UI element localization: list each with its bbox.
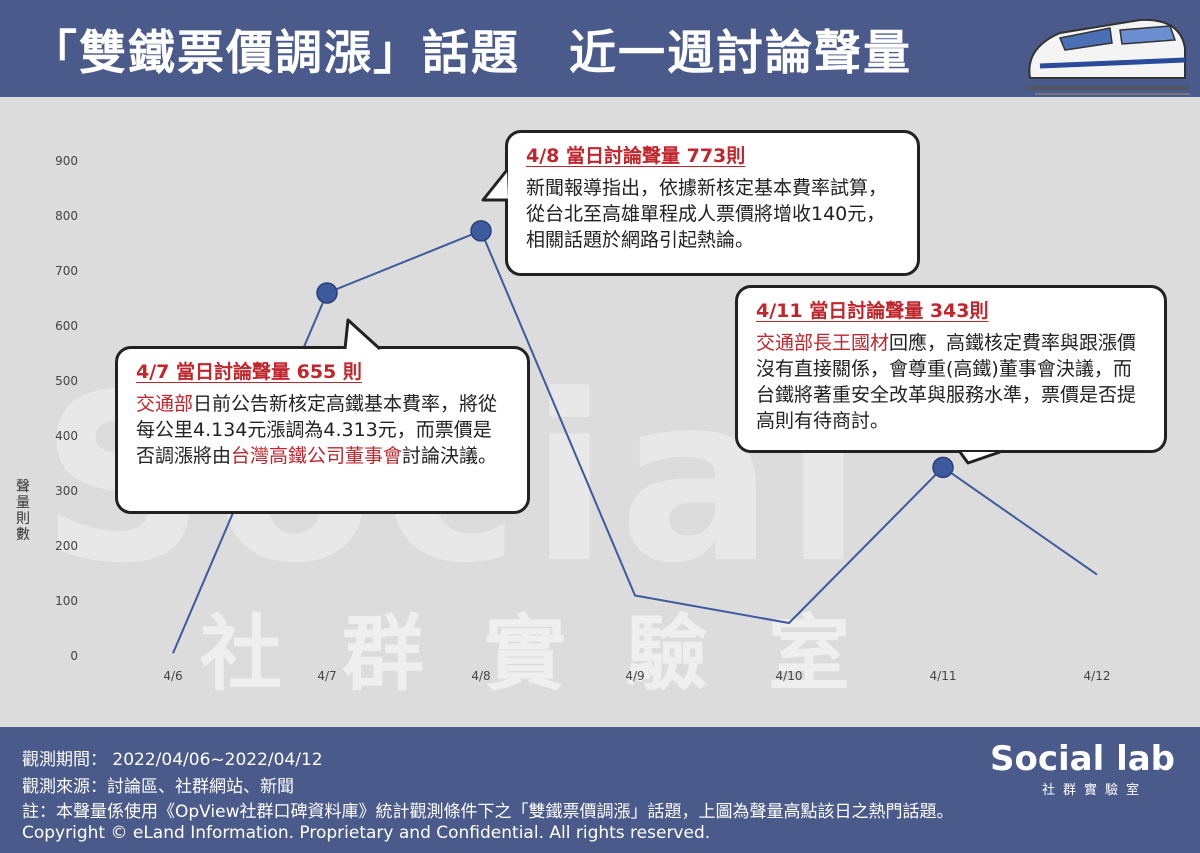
tail-4-8 <box>481 169 509 202</box>
callout-4-7: 4/7 當日討論聲量 655 則 交通部日前公告新核定高鐵基本費率，將從每公里4… <box>115 346 530 514</box>
y-tick-label: 0 <box>70 649 78 663</box>
y-tick-label: 600 <box>55 319 78 333</box>
callout-4-11: 4/11 當日討論聲量 343則 交通部長王國材回應，高鐵核定費率與跟漲價沒有直… <box>735 285 1167 453</box>
x-tick-label: 4/6 <box>163 669 182 683</box>
x-tick-label: 4/9 <box>625 669 644 683</box>
footer-copyright: Copyright © eLand Information. Proprieta… <box>22 823 711 843</box>
callout-4-7-text-2: 討論決議。 <box>402 445 498 467</box>
callout-4-11-entity: 交通部長王國材 <box>756 332 890 354</box>
y-tick-label: 200 <box>55 539 78 553</box>
y-tick-label: 700 <box>55 264 78 278</box>
y-tick-label: 100 <box>55 594 78 608</box>
watermark-text: 社群實驗室 <box>200 607 911 702</box>
tail-4-11 <box>958 450 1001 465</box>
y-tick-label: 800 <box>55 209 78 223</box>
y-tick-label: 900 <box>55 154 78 168</box>
y-tick-label: 300 <box>55 484 78 498</box>
brand-logo-sub: 社群實驗室 <box>1042 783 1148 798</box>
x-tick-label: 4/10 <box>776 669 803 683</box>
x-tick-label: 4/11 <box>930 669 957 683</box>
callout-4-11-body: 交通部長王國材回應，高鐵核定費率與跟漲價沒有直接關係，會尊重(高鐵)董事會決議，… <box>756 330 1146 434</box>
data-point-4-8 <box>470 220 492 242</box>
footer-note: 註：本聲量係使用《OpView社群口碑資料庫》統計觀測條件下之「雙鐵票價調漲」話… <box>22 802 954 822</box>
footer-period: 觀測期間： 2022/04/06~2022/04/12 <box>22 750 323 770</box>
brand-logo: Social lab <box>990 739 1176 779</box>
callout-4-7-body: 交通部日前公告新核定高鐵基本費率，將從每公里4.134元漲調為4.313元，而票… <box>136 391 509 469</box>
callout-4-8: 4/8 當日討論聲量 773則 新聞報導指出，依據新核定基本費率試算，從台北至高… <box>505 130 920 276</box>
callout-4-7-entity-1: 交通部 <box>136 393 194 415</box>
footer: 觀測期間： 2022/04/06~2022/04/12 觀測來源：討論區、社群網… <box>0 727 1200 853</box>
line-chart: 0 100 200 300 400 500 600 700 800 900 4/6 4/7 4/8 4/9… <box>55 154 1111 683</box>
footer-source: 觀測來源：討論區、社群網站、新聞 <box>22 777 294 797</box>
x-tick-label: 4/8 <box>471 669 490 683</box>
page-title: 「雙鐵票價調漲」話題 近一週討論聲量 <box>30 26 912 81</box>
callout-4-11-text: 回應，高鐵核定費率與跟漲價沒有直接關係，會尊重(高鐵)董事會決議，而台鐵將著重安… <box>756 332 1137 432</box>
data-point-4-11 <box>932 456 954 479</box>
y-tick-label: 500 <box>55 374 78 388</box>
x-tick-label: 4/12 <box>1084 669 1111 683</box>
callout-4-8-title: 4/8 當日討論聲量 773則 <box>526 145 746 167</box>
train-icon <box>1025 18 1190 95</box>
tail-4-7 <box>343 318 382 351</box>
callout-4-8-body: 新聞報導指出，依據新核定基本費率試算，從台北至高雄單程成人票價將增收140元，相… <box>526 177 888 251</box>
y-tick-label: 400 <box>55 429 78 443</box>
callout-4-11-title: 4/11 當日討論聲量 343則 <box>756 300 989 322</box>
y-axis-label: 聲量則數 <box>16 479 30 543</box>
x-tick-label: 4/7 <box>317 669 336 683</box>
data-point-4-7 <box>316 282 338 304</box>
callout-4-7-entity-2: 台灣高鐵公司董事會 <box>231 445 403 467</box>
callout-4-7-text-1: 日前公告新核定高鐵基本費率，將從每公里4.134元漲調為4.313元，而票價是否… <box>136 393 498 467</box>
header-bar: 「雙鐵票價調漲」話題 近一週討論聲量 <box>0 0 1200 97</box>
callout-4-7-title: 4/7 當日討論聲量 655 則 <box>136 361 362 383</box>
